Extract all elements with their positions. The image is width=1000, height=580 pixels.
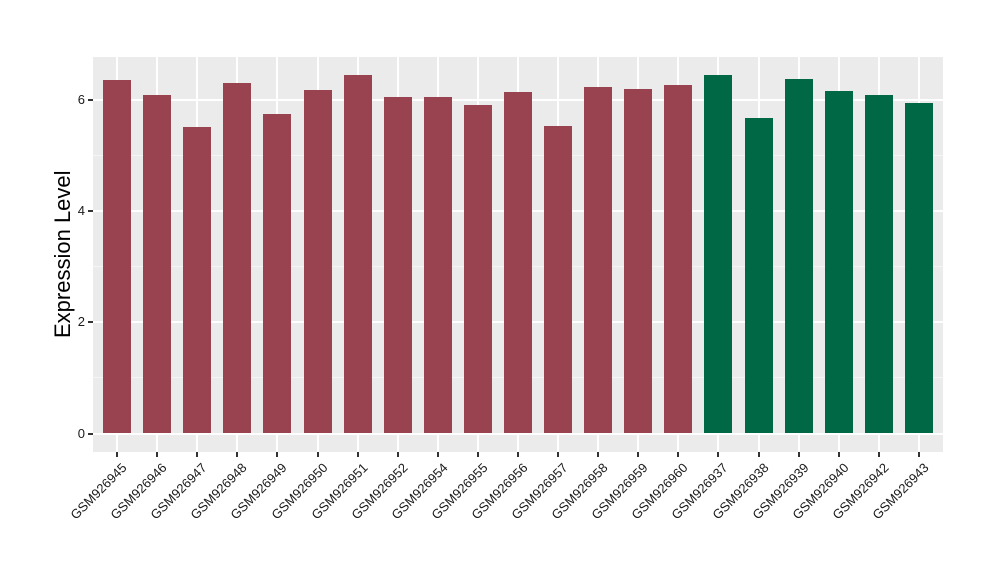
- bar: [183, 127, 212, 434]
- bar: [744, 118, 773, 434]
- x-tick-mark: [156, 452, 159, 457]
- y-tick-label: 0: [77, 425, 85, 441]
- bar: [864, 94, 893, 434]
- x-tick-mark: [476, 452, 479, 457]
- bar: [223, 83, 252, 434]
- y-axis-title: Expression Level: [50, 170, 75, 339]
- x-tick-mark: [396, 452, 399, 457]
- bar: [584, 87, 613, 434]
- bar: [784, 78, 813, 434]
- x-tick-mark: [316, 452, 319, 457]
- x-tick-mark: [276, 452, 279, 457]
- y-tick-mark: [88, 98, 93, 101]
- x-tick-mark: [557, 452, 560, 457]
- bar: [664, 85, 693, 434]
- x-tick-mark: [116, 452, 119, 457]
- bar: [263, 113, 292, 434]
- bar: [704, 75, 733, 434]
- bar: [143, 95, 172, 434]
- bar: [544, 126, 573, 434]
- bar: [303, 89, 332, 434]
- x-tick-mark: [797, 452, 800, 457]
- x-tick-mark: [597, 452, 600, 457]
- x-tick-mark: [436, 452, 439, 457]
- bar: [824, 91, 853, 434]
- x-tick-mark: [196, 452, 199, 457]
- x-tick-mark: [236, 452, 239, 457]
- x-tick-mark: [877, 452, 880, 457]
- bar: [463, 104, 492, 434]
- y-tick-label: 2: [77, 314, 85, 330]
- plot-panel: [93, 57, 943, 452]
- bar: [383, 97, 412, 434]
- x-tick-mark: [757, 452, 760, 457]
- x-tick-mark: [356, 452, 359, 457]
- x-tick-mark: [517, 452, 519, 457]
- bar: [423, 97, 452, 434]
- y-tick-mark: [88, 210, 93, 213]
- bar: [624, 88, 653, 434]
- x-tick-mark: [837, 452, 840, 457]
- y-tick-mark: [88, 321, 93, 324]
- x-tick-mark: [637, 452, 640, 457]
- bar: [904, 103, 933, 434]
- y-tick-label: 6: [77, 91, 85, 107]
- bar: [343, 74, 372, 434]
- bar: [103, 79, 132, 434]
- x-tick-mark: [917, 452, 920, 457]
- y-tick-mark: [88, 432, 93, 435]
- y-tick-label: 4: [77, 203, 85, 219]
- x-tick-mark: [717, 452, 720, 457]
- x-tick-mark: [677, 452, 680, 457]
- bar: [504, 92, 532, 434]
